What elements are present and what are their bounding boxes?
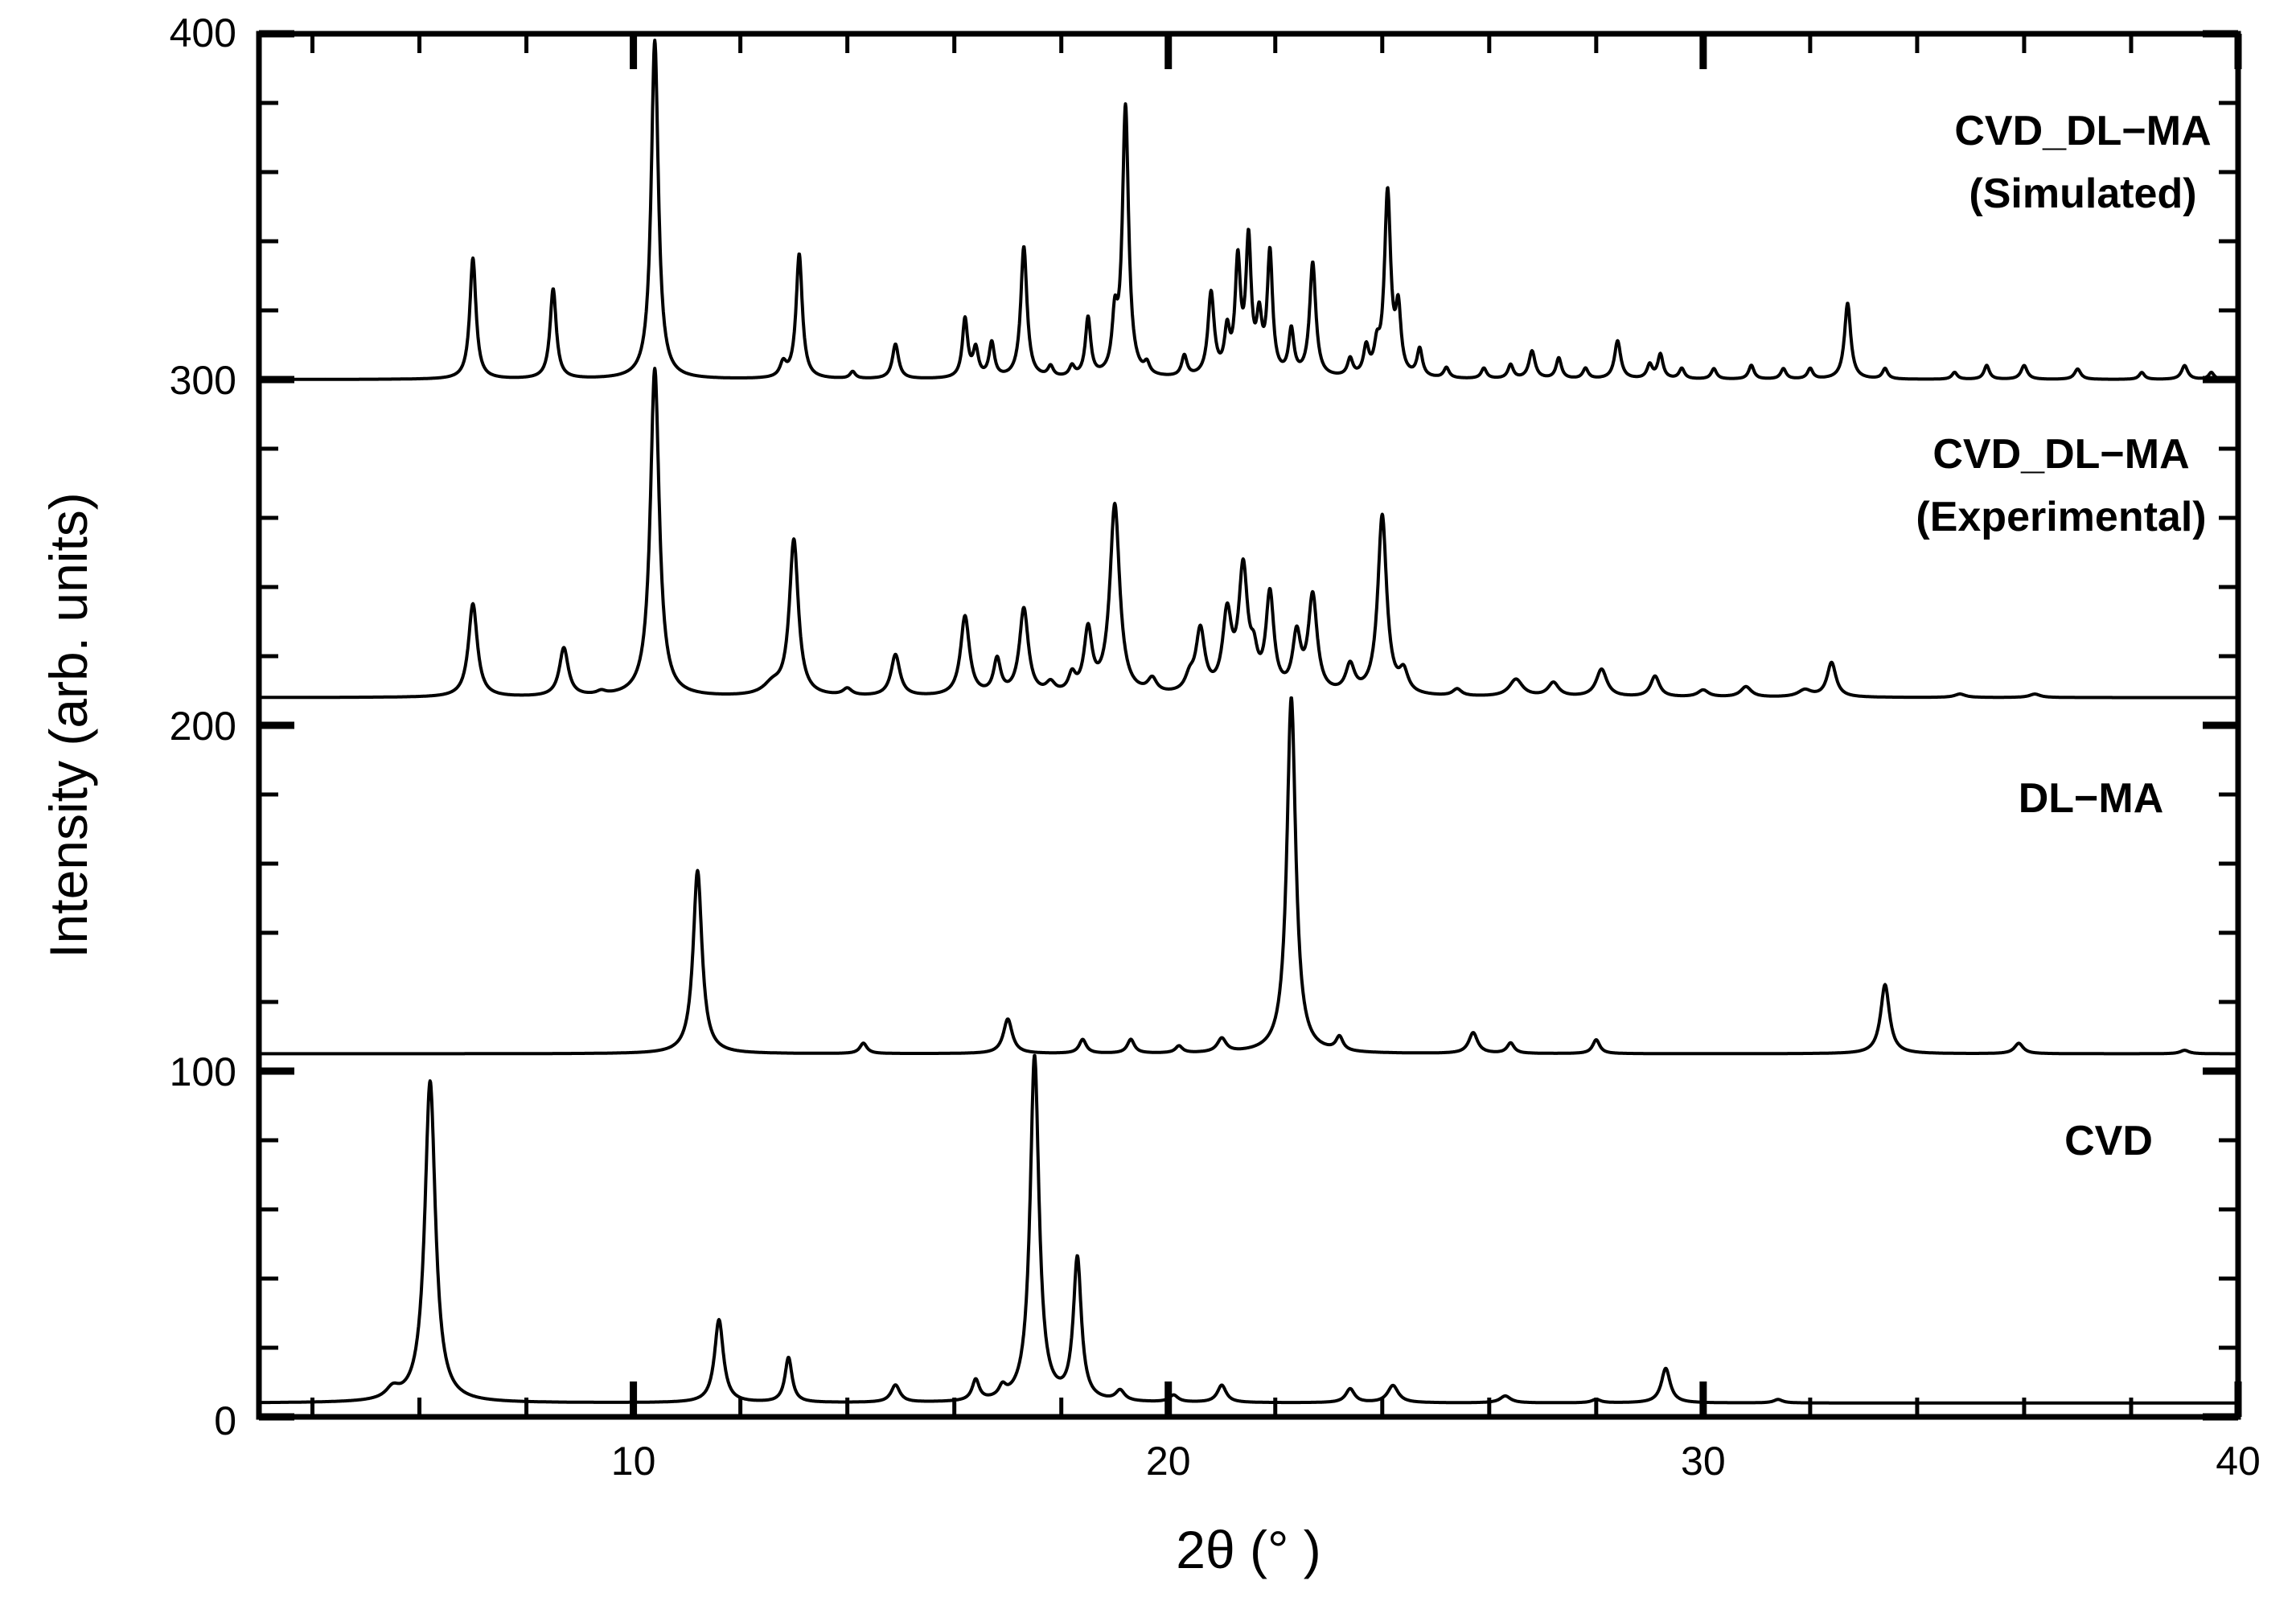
y-tick-label: 300 (170, 358, 236, 403)
y-tick-label: 100 (170, 1049, 236, 1094)
series-label: CVD_DL−MA (1954, 108, 2211, 154)
x-axis-title: 2θ (° ) (1176, 1520, 1321, 1579)
y-tick-label: 200 (170, 704, 236, 749)
x-tick-label: 40 (2216, 1439, 2261, 1484)
plot-frame (256, 31, 2241, 1420)
series-line-0 (257, 1053, 2240, 1405)
y-tick-label: 400 (170, 10, 236, 55)
x-tick-label: 20 (1146, 1439, 1191, 1484)
series-line-1 (257, 696, 2240, 1056)
series-label: CVD (2064, 1118, 2153, 1164)
labels-layer: CVD DL−MA CVD_DL−MA (Experimental) CVD_DL−MA… (1916, 108, 2211, 1164)
series-label: CVD_DL−MA (1933, 431, 2189, 478)
x-tick-label: 30 (1681, 1439, 1726, 1484)
y-tick-label: 0 (214, 1398, 236, 1443)
series-line-3 (257, 39, 2240, 381)
series-label: (Experimental) (1916, 494, 2206, 540)
series-label: (Simulated) (1969, 170, 2196, 217)
x-tick-label: 10 (611, 1439, 656, 1484)
y-axis-title: Intensity (arb. units) (39, 492, 98, 959)
series-label: DL−MA (2019, 775, 2164, 822)
series-layer (257, 39, 2240, 1405)
series-line-2 (257, 367, 2240, 700)
